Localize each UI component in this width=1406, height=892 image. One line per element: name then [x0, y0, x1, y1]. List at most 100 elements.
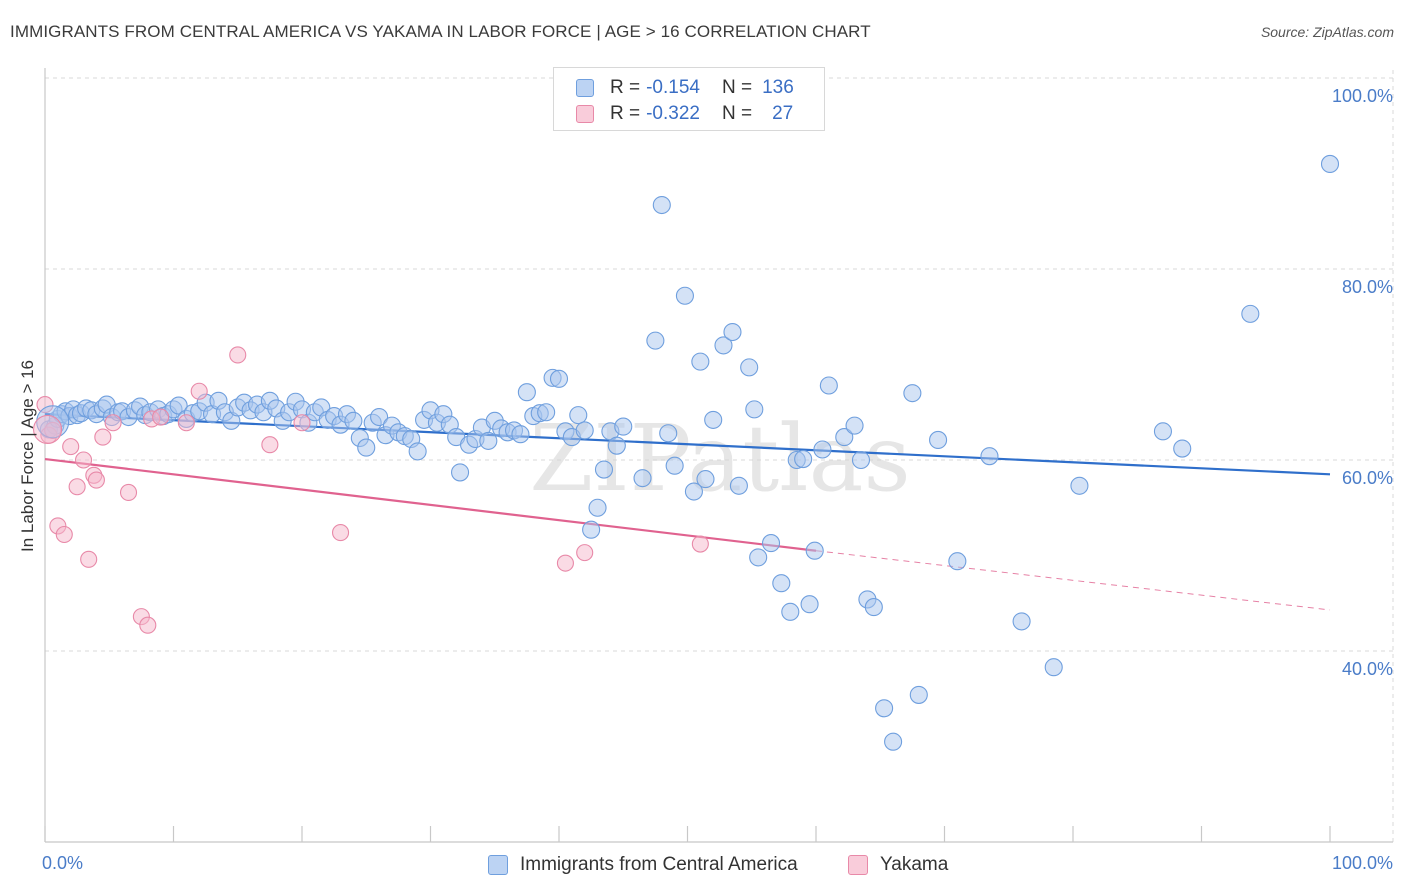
point-central-america	[370, 407, 389, 427]
point-central-america	[772, 574, 791, 593]
point-central-america	[729, 476, 748, 495]
point-central-america	[408, 442, 427, 461]
blue-swatch	[488, 855, 508, 875]
point-central-america	[511, 425, 530, 444]
point-central-america	[903, 384, 922, 403]
point-yakama	[80, 550, 98, 568]
grid-lines	[45, 70, 1394, 842]
blue-swatch	[576, 79, 594, 97]
point-yakama	[229, 346, 247, 364]
legend-label: Yakama	[880, 854, 949, 875]
point-central-america	[614, 417, 633, 436]
r-label: R =	[610, 103, 641, 124]
point-central-america	[607, 436, 626, 455]
point-central-america	[451, 463, 470, 482]
point-central-america	[1173, 439, 1192, 458]
point-yakama	[190, 382, 208, 400]
point-central-america	[875, 699, 894, 718]
y-tick-label: 80.0%	[1341, 277, 1393, 297]
axes	[44, 68, 1393, 843]
point-yakama	[68, 478, 86, 496]
point-central-america	[659, 424, 678, 443]
pink-swatch	[848, 855, 868, 875]
point-yakama	[177, 414, 195, 432]
point-central-america	[549, 369, 569, 388]
n-value: 27	[772, 103, 794, 124]
r-label: R =	[610, 77, 641, 98]
stats-row-pink: R = -0.322 N = 27	[576, 102, 793, 126]
point-central-america	[851, 450, 871, 470]
stats-row-blue: R = -0.154 N = 136	[576, 76, 794, 100]
chart-title: IMMIGRANTS FROM CENTRAL AMERICA VS YAKAM…	[10, 22, 871, 41]
trend-line-yakama-extension	[815, 550, 1331, 611]
point-central-america	[517, 383, 536, 402]
point-central-america	[633, 469, 652, 488]
point-central-america	[684, 482, 703, 501]
point-central-america	[36, 405, 70, 439]
point-central-america	[1044, 658, 1063, 677]
trend-lines	[44, 413, 1331, 611]
point-yakama	[104, 414, 122, 432]
legend-label: Immigrants from Central America	[520, 854, 798, 875]
point-yakama	[119, 483, 138, 502]
point-central-america	[1320, 154, 1340, 173]
point-central-america	[819, 376, 838, 395]
stats-legend: R = -0.154 N = 136 R = -0.322 N = 27	[553, 67, 825, 131]
point-central-america	[594, 460, 614, 479]
point-central-america	[665, 456, 684, 475]
n-label: N =	[721, 77, 753, 98]
point-central-america	[800, 595, 819, 614]
point-central-america	[696, 470, 715, 489]
point-yakama	[87, 471, 105, 489]
point-central-america	[781, 602, 800, 621]
n-value: 136	[762, 77, 794, 98]
point-central-america	[884, 732, 903, 751]
point-central-america	[575, 421, 594, 440]
point-yakama	[139, 616, 157, 634]
point-central-america	[761, 534, 781, 553]
point-yakama	[75, 451, 93, 469]
point-yakama	[691, 535, 709, 553]
legend-item-central-america[interactable]: Immigrants from Central America	[488, 850, 798, 880]
point-central-america	[714, 336, 733, 355]
point-yakama	[576, 544, 594, 562]
point-central-america	[909, 685, 928, 704]
point-central-america	[691, 352, 710, 371]
pink-swatch	[576, 105, 594, 123]
point-central-america	[646, 331, 665, 350]
point-yakama	[33, 414, 63, 444]
legend-item-yakama[interactable]: Yakama	[848, 850, 948, 880]
y-tick-label: 40.0%	[1341, 659, 1393, 679]
point-central-america	[813, 440, 832, 459]
point-yakama	[55, 525, 73, 544]
point-central-america	[344, 411, 363, 430]
point-central-america	[749, 548, 768, 567]
y-tick-label: 60.0%	[1341, 468, 1393, 488]
r-value: -0.322	[646, 103, 700, 124]
point-yakama	[293, 414, 311, 432]
point-central-america	[745, 400, 764, 419]
point-central-america	[588, 498, 607, 517]
point-yakama	[331, 524, 350, 542]
point-central-america	[723, 322, 742, 342]
point-central-america	[704, 410, 723, 429]
r-value: -0.154	[646, 77, 700, 98]
point-yakama	[261, 436, 279, 454]
point-central-america	[845, 416, 864, 435]
point-central-america	[169, 396, 188, 415]
series-legend: Immigrants from Central America Yakama	[0, 850, 1406, 880]
data-points	[33, 154, 1340, 751]
point-central-america	[740, 358, 759, 377]
point-central-america	[1153, 422, 1172, 441]
point-central-america	[569, 406, 588, 425]
x-tick-label: 0.0%	[42, 853, 84, 873]
n-label: N =	[721, 103, 753, 124]
point-central-america	[357, 438, 376, 457]
point-central-america	[582, 520, 601, 539]
chart-source: Source: ZipAtlas.com	[1260, 24, 1394, 40]
point-central-america	[675, 286, 694, 305]
point-yakama	[94, 428, 112, 446]
point-yakama	[152, 408, 170, 426]
y-axis-label: In Labor Force | Age > 16	[18, 359, 37, 553]
